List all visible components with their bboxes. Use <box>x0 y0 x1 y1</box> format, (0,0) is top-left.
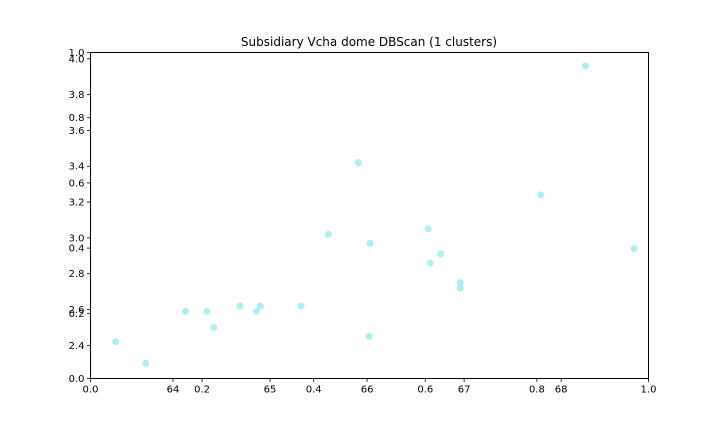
outer-y-tick-label: 1.0 <box>69 48 85 59</box>
scatter-point <box>630 245 638 253</box>
ticks-layer: 0.0 0.2 0.4 0.6 0.8 1.0 0.0 0.2 0.4 0.6 0.8 1.0 64 65… <box>69 48 657 396</box>
data-x-tick-label: 65 <box>264 385 277 396</box>
data-y-tick-label: 3.0 <box>69 233 85 244</box>
chart-title: Subsidiary Vcha dome DBScan (1 clusters) <box>241 35 497 49</box>
scatter-point <box>142 359 150 367</box>
points-layer <box>112 62 638 367</box>
data-x-tick-label: 66 <box>361 385 374 396</box>
outer-y-tick-label: 0.2 <box>69 309 85 320</box>
scatter-point <box>437 250 445 258</box>
data-x-tick-label: 64 <box>167 385 180 396</box>
outer-y-tick-label: 0.8 <box>69 113 85 124</box>
data-y-tick-label: 4.0 <box>69 54 85 65</box>
data-y-tick-label: 3.8 <box>69 90 85 101</box>
scatter-point <box>324 230 332 238</box>
scatter-point <box>182 307 190 315</box>
scatter-point <box>537 191 545 199</box>
data-x-tick-label: 67 <box>458 385 471 396</box>
scatter-point <box>203 307 211 315</box>
scatter-point <box>426 259 434 267</box>
data-y-tick-label: 3.4 <box>69 162 85 173</box>
data-y-tick-label: 2.4 <box>69 341 85 352</box>
outer-x-tick-label: 0.4 <box>306 385 322 396</box>
outer-x-tick-label: 0.8 <box>529 385 545 396</box>
scatter-point <box>424 225 432 233</box>
outer-x-tick-label: 0.6 <box>417 385 433 396</box>
scatter-point <box>456 284 464 292</box>
scatter-point <box>236 302 244 310</box>
plot-frame <box>90 52 649 379</box>
scatter-point <box>365 332 373 340</box>
scatter-point <box>581 62 589 70</box>
data-y-tick-label: 3.2 <box>69 198 85 209</box>
scatter-point <box>112 338 120 346</box>
outer-y-tick-label: 0.6 <box>69 178 85 189</box>
scatter-point <box>354 159 362 167</box>
outer-y-tick-label: 0.4 <box>69 244 85 255</box>
scatter-point <box>256 302 264 310</box>
data-y-tick-label: 2.6 <box>69 305 85 316</box>
data-y-tick-label: 3.6 <box>69 126 85 137</box>
outer-x-tick-label: 1.0 <box>641 385 657 396</box>
outer-x-tick-label: 0.0 <box>83 385 99 396</box>
data-x-tick-label: 68 <box>555 385 568 396</box>
scatter-point <box>456 279 464 287</box>
outer-x-tick-label: 0.2 <box>194 385 210 396</box>
scatter-point <box>366 239 374 247</box>
scatter-point <box>297 302 305 310</box>
outer-y-tick-label: 0.0 <box>69 374 85 385</box>
scatter-point <box>210 323 218 331</box>
data-y-tick-label: 2.8 <box>69 269 85 280</box>
scatter-point <box>252 307 260 315</box>
